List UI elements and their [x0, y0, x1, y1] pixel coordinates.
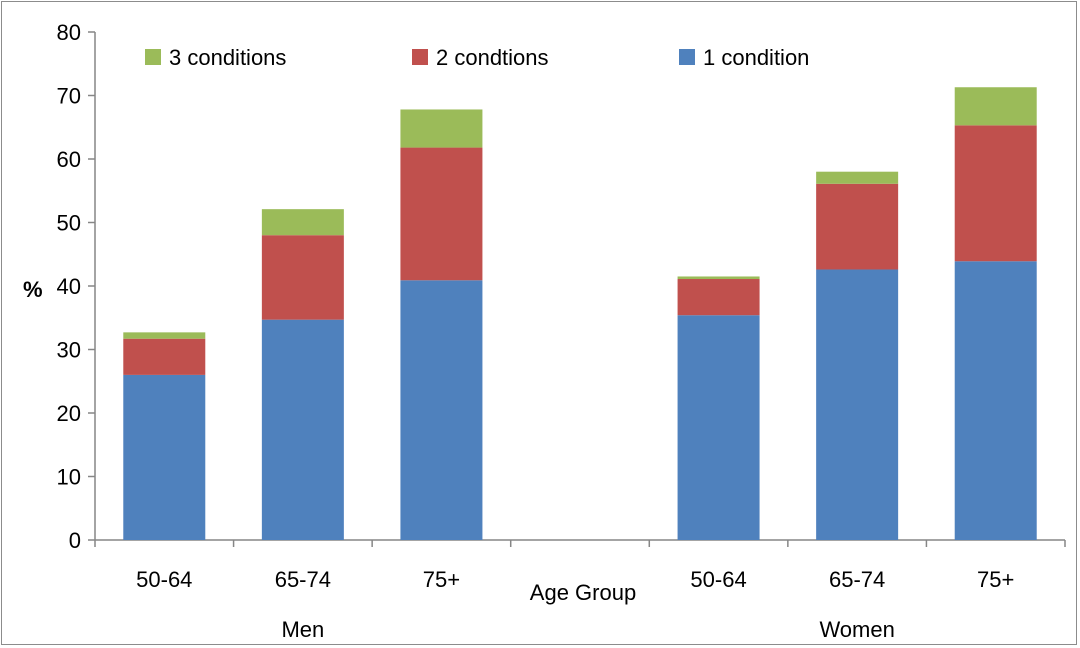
- x-group-label: Men: [281, 617, 324, 642]
- bar-segment-1-condition: [677, 315, 760, 540]
- x-axis-title: Age Group: [530, 580, 636, 605]
- y-tick-label: 70: [57, 84, 81, 109]
- legend-swatch: [412, 49, 428, 65]
- legend-entry-label: 1 condition: [703, 45, 809, 70]
- legend-entry-label: 3 conditions: [169, 45, 286, 70]
- y-tick-label: 40: [57, 274, 81, 299]
- x-tick-label: 50-64: [136, 567, 192, 592]
- bar-segment-2-condtions: [400, 147, 483, 281]
- y-tick-label: 60: [57, 147, 81, 172]
- bar-segment-2-condtions: [261, 235, 344, 320]
- y-tick-label: 10: [57, 465, 81, 490]
- bars: [123, 87, 1037, 540]
- bar-segment-1-condition: [400, 280, 483, 540]
- bar-segment-2-condtions: [123, 338, 206, 375]
- x-tick-label: 75+: [977, 567, 1014, 592]
- x-tick-label: 75+: [423, 567, 460, 592]
- bar-segment-3-conditions: [123, 332, 206, 339]
- x-tick-label: 65-74: [829, 567, 885, 592]
- y-tick-label: 20: [57, 401, 81, 426]
- y-tick-label: 30: [57, 338, 81, 363]
- bar-segment-3-conditions: [261, 209, 344, 236]
- bar-segment-3-conditions: [816, 171, 899, 184]
- y-tick-label: 50: [57, 211, 81, 236]
- bar-segment-2-condtions: [954, 125, 1037, 262]
- bar-segment-3-conditions: [954, 87, 1037, 126]
- x-group-label: Women: [819, 617, 894, 642]
- x-axis: 50-64 65-74 75+ 50-64 65-74 75+ Men Women: [94, 539, 1066, 642]
- bar-segment-2-condtions: [677, 279, 760, 316]
- bar-segment-3-conditions: [400, 109, 483, 148]
- legend-entry-label: 2 condtions: [436, 45, 549, 70]
- bar-segment-1-condition: [261, 319, 344, 540]
- bar-segment-1-condition: [816, 269, 899, 540]
- legend-swatch: [145, 49, 161, 65]
- bar-segment-1-condition: [123, 374, 206, 540]
- y-axis: 0 10 20 30 40 50 60 70 80: [57, 20, 96, 553]
- x-tick-label: 65-74: [275, 567, 331, 592]
- legend-swatch: [679, 49, 695, 65]
- y-tick-label: 80: [57, 20, 81, 45]
- y-axis-title: %: [23, 277, 43, 302]
- bar-segment-1-condition: [954, 261, 1037, 540]
- bar-segment-3-conditions: [677, 276, 760, 280]
- bar-segment-2-condtions: [816, 183, 899, 270]
- y-tick-label: 0: [69, 528, 81, 553]
- legend: 3 conditions 2 condtions 1 condition: [145, 45, 809, 70]
- x-tick-label: 50-64: [690, 567, 746, 592]
